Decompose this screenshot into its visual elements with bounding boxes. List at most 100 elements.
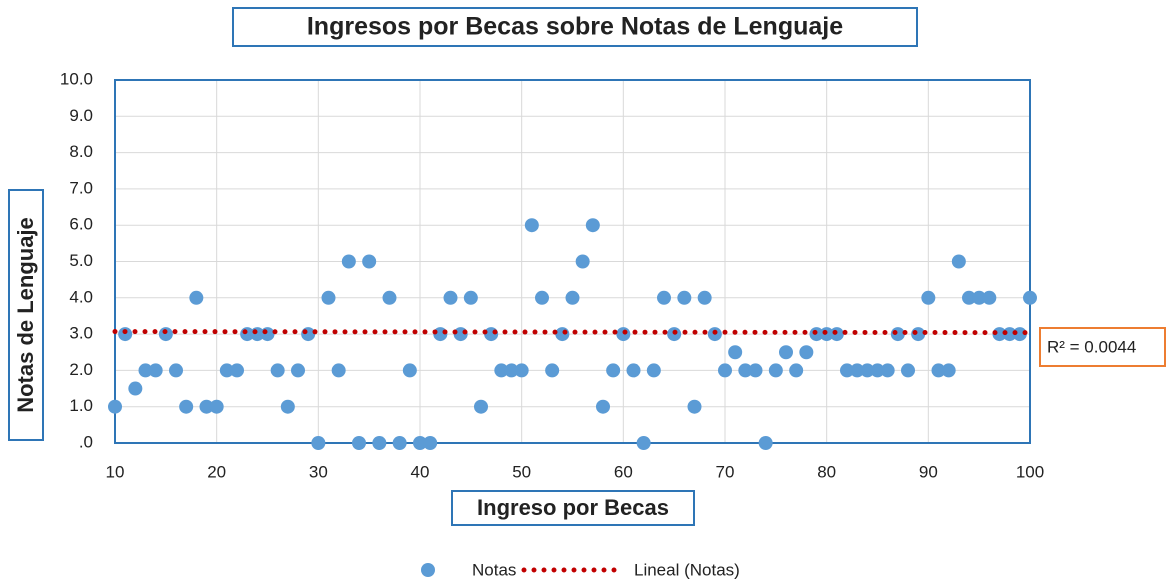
point bbox=[585, 218, 600, 233]
point bbox=[494, 363, 509, 378]
point bbox=[738, 363, 753, 378]
legend-label: Lineal (Notas) bbox=[634, 560, 740, 579]
y-label-box bbox=[8, 189, 44, 441]
y-tick-label: 7.0 bbox=[69, 178, 93, 197]
point bbox=[962, 290, 976, 305]
point bbox=[728, 345, 743, 360]
point bbox=[341, 254, 356, 269]
point bbox=[199, 399, 214, 414]
point bbox=[890, 327, 905, 342]
x-tick-label: 10 bbox=[106, 462, 125, 481]
point bbox=[718, 363, 732, 378]
y-tick-label: 8.0 bbox=[69, 142, 93, 161]
point bbox=[189, 290, 204, 305]
point bbox=[555, 327, 570, 342]
x-tick-label: 40 bbox=[411, 462, 430, 481]
point bbox=[779, 345, 793, 360]
point bbox=[169, 363, 183, 378]
point bbox=[108, 399, 122, 414]
point bbox=[514, 363, 529, 378]
grid bbox=[114, 79, 1031, 444]
point bbox=[840, 363, 854, 378]
annotation-box bbox=[1039, 327, 1166, 367]
point bbox=[148, 363, 163, 378]
point bbox=[1023, 290, 1037, 305]
point bbox=[880, 363, 895, 378]
point bbox=[280, 399, 295, 414]
y-axis-label: Notas de Lenguaje bbox=[13, 217, 38, 413]
point bbox=[524, 218, 539, 233]
x-tick-label: 90 bbox=[919, 462, 938, 481]
x-tick-label: 30 bbox=[309, 462, 328, 481]
y-tick-label: 5.0 bbox=[69, 251, 93, 270]
point bbox=[331, 363, 346, 378]
point bbox=[789, 363, 804, 378]
point bbox=[413, 436, 427, 450]
point bbox=[219, 363, 234, 378]
point bbox=[768, 363, 783, 378]
x-tick-label: 20 bbox=[207, 462, 226, 481]
point bbox=[291, 363, 305, 378]
point bbox=[951, 254, 966, 269]
x-tick-label: 70 bbox=[716, 462, 735, 481]
point bbox=[921, 290, 936, 305]
point bbox=[626, 363, 641, 378]
point bbox=[941, 363, 956, 378]
point bbox=[860, 363, 875, 378]
point bbox=[402, 363, 417, 378]
legend-marker bbox=[421, 563, 435, 577]
y-tick-label: 3.0 bbox=[69, 324, 93, 343]
point bbox=[748, 363, 763, 378]
point bbox=[382, 290, 397, 305]
point bbox=[545, 363, 560, 378]
y-tick-label: 9.0 bbox=[69, 106, 93, 125]
point bbox=[260, 327, 275, 342]
y-tick-label: 2.0 bbox=[69, 360, 93, 379]
point bbox=[392, 436, 407, 450]
y-tick-label: 1.0 bbox=[69, 396, 93, 415]
point bbox=[311, 436, 326, 450]
point bbox=[209, 399, 224, 414]
point bbox=[982, 290, 997, 305]
point bbox=[362, 254, 377, 269]
chart-title: Ingresos por Becas sobre Notas de Lengua… bbox=[307, 13, 843, 41]
point bbox=[270, 363, 285, 378]
y-tick-label: 6.0 bbox=[69, 215, 93, 234]
point bbox=[677, 290, 692, 305]
point bbox=[758, 436, 773, 450]
point bbox=[352, 436, 366, 450]
point bbox=[443, 290, 458, 305]
point bbox=[657, 290, 671, 305]
point bbox=[118, 327, 133, 342]
point bbox=[372, 436, 387, 450]
point bbox=[158, 327, 173, 342]
point bbox=[230, 363, 244, 378]
point bbox=[504, 363, 519, 378]
point bbox=[535, 290, 549, 305]
title-box bbox=[232, 7, 918, 47]
x-tick-label: 100 bbox=[1016, 462, 1044, 481]
x-axis-label: Ingreso por Becas bbox=[477, 495, 669, 520]
point bbox=[321, 290, 336, 305]
point bbox=[575, 254, 590, 269]
point bbox=[799, 345, 814, 360]
point bbox=[606, 363, 621, 378]
point bbox=[850, 363, 865, 378]
point bbox=[636, 436, 651, 450]
y-tick-label: 10.0 bbox=[60, 69, 93, 88]
y-tick-label: 4.0 bbox=[69, 287, 93, 306]
point bbox=[646, 363, 661, 378]
point bbox=[565, 290, 580, 305]
point bbox=[423, 436, 438, 450]
point bbox=[697, 290, 712, 305]
point bbox=[463, 290, 478, 305]
point bbox=[128, 381, 143, 396]
point bbox=[301, 327, 316, 342]
point bbox=[687, 399, 702, 414]
point bbox=[616, 327, 631, 342]
y-tick-label: .0 bbox=[79, 432, 93, 451]
point bbox=[931, 363, 946, 378]
x-tick-label: 60 bbox=[614, 462, 633, 481]
trendline bbox=[112, 329, 1033, 336]
